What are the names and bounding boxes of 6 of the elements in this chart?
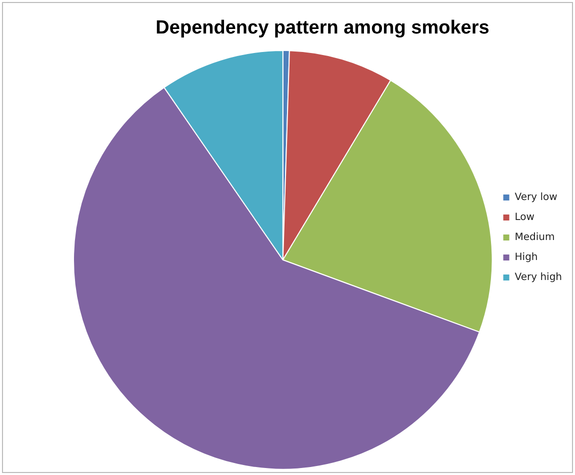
legend-label: Very low (514, 192, 558, 204)
legend-label: Medium (514, 232, 555, 244)
legend-label: Very high (514, 272, 562, 284)
legend-label: High (514, 252, 538, 264)
chart-title: Dependency pattern among smokers (156, 18, 490, 39)
legend-label: Low (514, 212, 534, 224)
